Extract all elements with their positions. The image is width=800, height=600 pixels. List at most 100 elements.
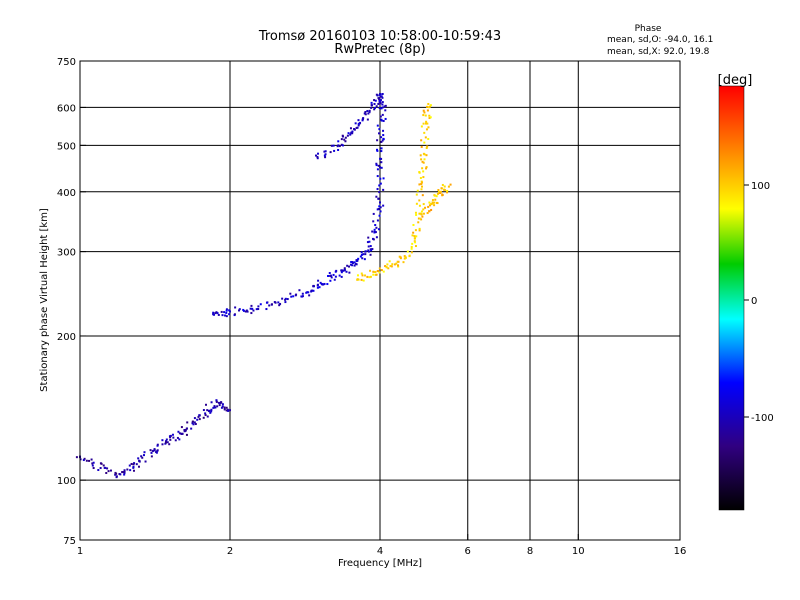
echo-point [369, 275, 372, 278]
echo-point [410, 251, 413, 254]
echo-point [427, 137, 430, 140]
echo-point [357, 119, 360, 122]
data-point [427, 102, 430, 105]
echo-point [377, 102, 380, 105]
echo-point [379, 99, 382, 102]
echo-point [373, 108, 376, 111]
echo-point [428, 114, 431, 117]
echo-point [376, 175, 379, 178]
echo-point [91, 462, 94, 465]
echo-point [433, 194, 436, 197]
echo-point [364, 250, 367, 253]
echo-point [361, 257, 364, 260]
echo-point [411, 242, 414, 245]
echo-point [382, 177, 385, 180]
data-point [249, 307, 252, 310]
echo-point [340, 271, 343, 274]
echo-point [412, 223, 415, 226]
x-tick-label: 4 [377, 546, 383, 557]
echo-point [362, 253, 365, 256]
echo-point [369, 269, 372, 272]
echo-point [192, 423, 195, 426]
echo-point [414, 245, 417, 248]
echo-point [420, 182, 423, 185]
echo-point [446, 189, 449, 192]
trace-series [420, 183, 452, 218]
echo-point [378, 128, 381, 131]
echo-point [210, 401, 213, 404]
data-point [350, 132, 353, 135]
echo-point [221, 314, 224, 317]
echo-point [212, 311, 215, 314]
echo-point [345, 270, 348, 273]
echo-point [224, 314, 227, 317]
echo-point [281, 297, 284, 300]
echo-point [278, 304, 281, 307]
echo-point [233, 313, 236, 316]
echo-point [425, 128, 428, 131]
echo-point [215, 311, 218, 314]
echo-point [138, 459, 141, 462]
echo-point [109, 469, 112, 472]
echo-point [338, 145, 341, 148]
y-tick-label: 200 [57, 332, 76, 343]
echo-point [424, 136, 427, 139]
echo-point [390, 265, 393, 268]
echo-point [415, 213, 418, 216]
data-point [367, 250, 370, 253]
echo-point [341, 134, 344, 137]
echo-point [376, 208, 379, 211]
echo-point [436, 192, 439, 195]
echo-point [370, 106, 373, 109]
echo-point [378, 267, 381, 270]
echo-point [355, 126, 358, 129]
echo-point [421, 194, 424, 197]
echo-point [425, 166, 428, 169]
echo-point [204, 412, 207, 415]
echo-point [439, 191, 442, 194]
echo-point [391, 263, 394, 266]
echo-point [376, 270, 379, 273]
echo-point [178, 438, 181, 441]
data-point [422, 152, 425, 155]
echo-point [164, 440, 167, 443]
trace-series [356, 102, 432, 282]
echo-point [420, 125, 423, 128]
echo-point [164, 441, 167, 444]
data-point [212, 313, 215, 316]
echo-point [183, 430, 186, 433]
phase-heading: Phase [635, 24, 662, 34]
echo-point [327, 274, 330, 277]
echo-point [376, 168, 379, 171]
echo-point [137, 465, 140, 468]
echo-point [132, 463, 135, 466]
echo-point [312, 289, 315, 292]
echo-point [422, 114, 425, 117]
echo-point [429, 203, 432, 206]
echo-point [343, 267, 346, 270]
echo-point [420, 185, 423, 188]
echo-point [354, 122, 357, 125]
echo-point [251, 307, 254, 310]
echo-point [375, 164, 378, 167]
echo-point [428, 201, 431, 204]
colorbar-tick-0: 0 [744, 296, 757, 307]
echo-point [246, 310, 249, 313]
echo-point [102, 464, 105, 467]
y-tick-label: 750 [57, 57, 76, 68]
echo-point [329, 274, 332, 277]
echo-point [425, 154, 428, 157]
echo-point [406, 250, 409, 253]
echo-point [372, 270, 375, 273]
echo-point [321, 283, 324, 286]
echo-point [183, 429, 186, 432]
echo-point [105, 471, 108, 474]
echo-point [433, 201, 436, 204]
echo-point [370, 101, 373, 104]
echo-point [380, 95, 383, 98]
echo-point [422, 109, 425, 112]
echo-point [346, 264, 349, 267]
echo-point [379, 115, 382, 118]
echo-point [423, 131, 426, 134]
echo-point [317, 152, 320, 155]
